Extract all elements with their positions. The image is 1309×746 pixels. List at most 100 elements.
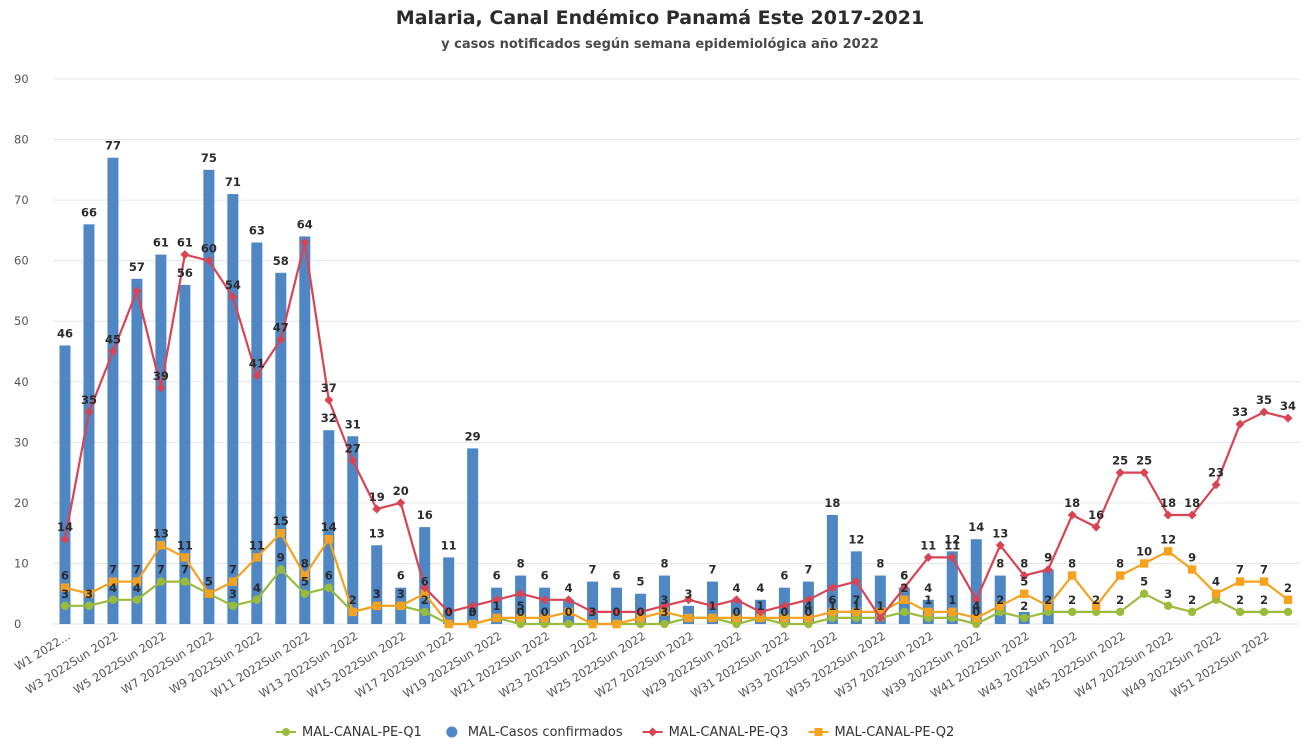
marker-q1[interactable] [1067,607,1077,617]
marker-q3[interactable] [540,595,550,605]
marker-q2[interactable] [132,577,142,586]
marker-q2[interactable] [1211,589,1221,598]
marker-q1[interactable] [132,595,142,604]
marker-q1[interactable] [108,595,118,604]
bar-casos-confirmados[interactable] [419,527,431,624]
marker-q3[interactable] [899,583,909,593]
marker-q1[interactable] [84,601,94,611]
marker-q2[interactable] [780,613,789,623]
marker-q2[interactable] [1187,565,1197,574]
marker-q3[interactable] [60,534,70,544]
marker-q2[interactable] [900,595,909,604]
marker-q3[interactable] [156,383,166,393]
marker-q1[interactable] [300,589,309,598]
marker-q3[interactable] [995,540,1005,550]
marker-q2[interactable] [444,619,453,629]
marker-q2[interactable] [708,613,717,623]
bar-casos-confirmados[interactable] [251,242,263,625]
marker-q3[interactable] [108,347,118,356]
marker-q1[interactable] [420,607,429,617]
marker-q3[interactable] [228,292,238,302]
marker-q2[interactable] [804,613,813,623]
marker-q2[interactable] [156,541,166,550]
marker-q3[interactable] [180,250,190,260]
marker-q3[interactable] [947,552,957,562]
marker-q2[interactable] [924,607,933,617]
marker-q3[interactable] [348,456,358,465]
marker-q3[interactable] [300,238,310,247]
marker-q2[interactable] [972,613,981,623]
marker-q2[interactable] [996,601,1005,611]
marker-q2[interactable] [84,589,94,598]
marker-q1[interactable] [1259,607,1269,617]
marker-q2[interactable] [1067,571,1077,580]
marker-q2[interactable] [612,619,621,629]
bar-casos-confirmados[interactable] [994,575,1006,624]
marker-q3[interactable] [420,583,430,593]
marker-q2[interactable] [828,607,837,617]
marker-q2[interactable] [516,613,525,623]
marker-q2[interactable] [1235,577,1245,586]
bar-casos-confirmados[interactable] [131,278,143,624]
marker-q1[interactable] [1283,607,1293,617]
marker-q2[interactable] [228,577,238,586]
marker-q3[interactable] [372,504,382,514]
marker-q3[interactable] [1091,522,1101,532]
legend-item-q3[interactable]: MAL-CANAL-PE-Q3 [642,725,789,740]
marker-q3[interactable] [1139,468,1149,478]
marker-q3[interactable] [324,395,334,405]
marker-q2[interactable] [1020,589,1029,598]
marker-q2[interactable] [588,619,597,629]
marker-q3[interactable] [516,589,526,599]
bar-casos-confirmados[interactable] [611,587,623,624]
marker-q3[interactable] [779,601,789,611]
marker-q3[interactable] [707,601,717,611]
bar-casos-confirmados[interactable] [107,157,119,624]
marker-q2[interactable] [108,577,118,586]
bar-casos-confirmados[interactable] [323,430,335,624]
marker-q2[interactable] [420,589,429,598]
marker-q3[interactable] [1163,510,1173,520]
marker-q2[interactable] [1115,571,1125,580]
bar-casos-confirmados[interactable] [83,224,95,625]
marker-q3[interactable] [1043,565,1053,574]
marker-q3[interactable] [492,595,502,605]
bar-casos-confirmados[interactable] [371,545,383,624]
marker-q2[interactable] [468,619,477,629]
marker-q2[interactable] [876,607,885,617]
marker-q2[interactable] [300,571,309,580]
marker-q1[interactable] [1163,601,1173,611]
marker-q3[interactable] [636,607,646,617]
legend-item-q1[interactable]: MAL-CANAL-PE-Q1 [276,725,422,740]
marker-q3[interactable] [660,601,670,611]
legend-item-cases[interactable]: MAL-Casos confirmados [446,725,623,740]
bar-casos-confirmados[interactable] [587,581,599,624]
marker-q2[interactable] [732,613,741,623]
marker-q3[interactable] [971,595,981,605]
marker-q2[interactable] [276,528,286,538]
marker-q2[interactable] [324,535,333,544]
marker-q3[interactable] [1115,468,1125,478]
marker-q2[interactable] [372,601,381,611]
marker-q2[interactable] [1044,601,1053,611]
bar-casos-confirmados[interactable] [203,169,215,625]
bar-casos-confirmados[interactable] [275,272,287,624]
bar-casos-confirmados[interactable] [179,284,191,624]
marker-q3[interactable] [1283,413,1293,423]
bar-casos-confirmados[interactable] [539,587,551,624]
marker-q3[interactable] [803,595,813,605]
bar-casos-confirmados[interactable] [467,448,479,624]
marker-q3[interactable] [204,256,214,266]
marker-q3[interactable] [827,583,837,593]
marker-q1[interactable] [180,577,190,586]
marker-q3[interactable] [1259,407,1269,417]
marker-q3[interactable] [564,595,574,605]
marker-q3[interactable] [468,601,478,611]
bar-casos-confirmados[interactable] [730,599,742,624]
marker-q3[interactable] [875,613,885,623]
marker-q2[interactable] [684,613,693,623]
marker-q2[interactable] [1139,559,1149,568]
marker-q1[interactable] [60,601,70,611]
bar-casos-confirmados[interactable] [850,551,862,624]
bar-casos-confirmados[interactable] [59,345,71,624]
